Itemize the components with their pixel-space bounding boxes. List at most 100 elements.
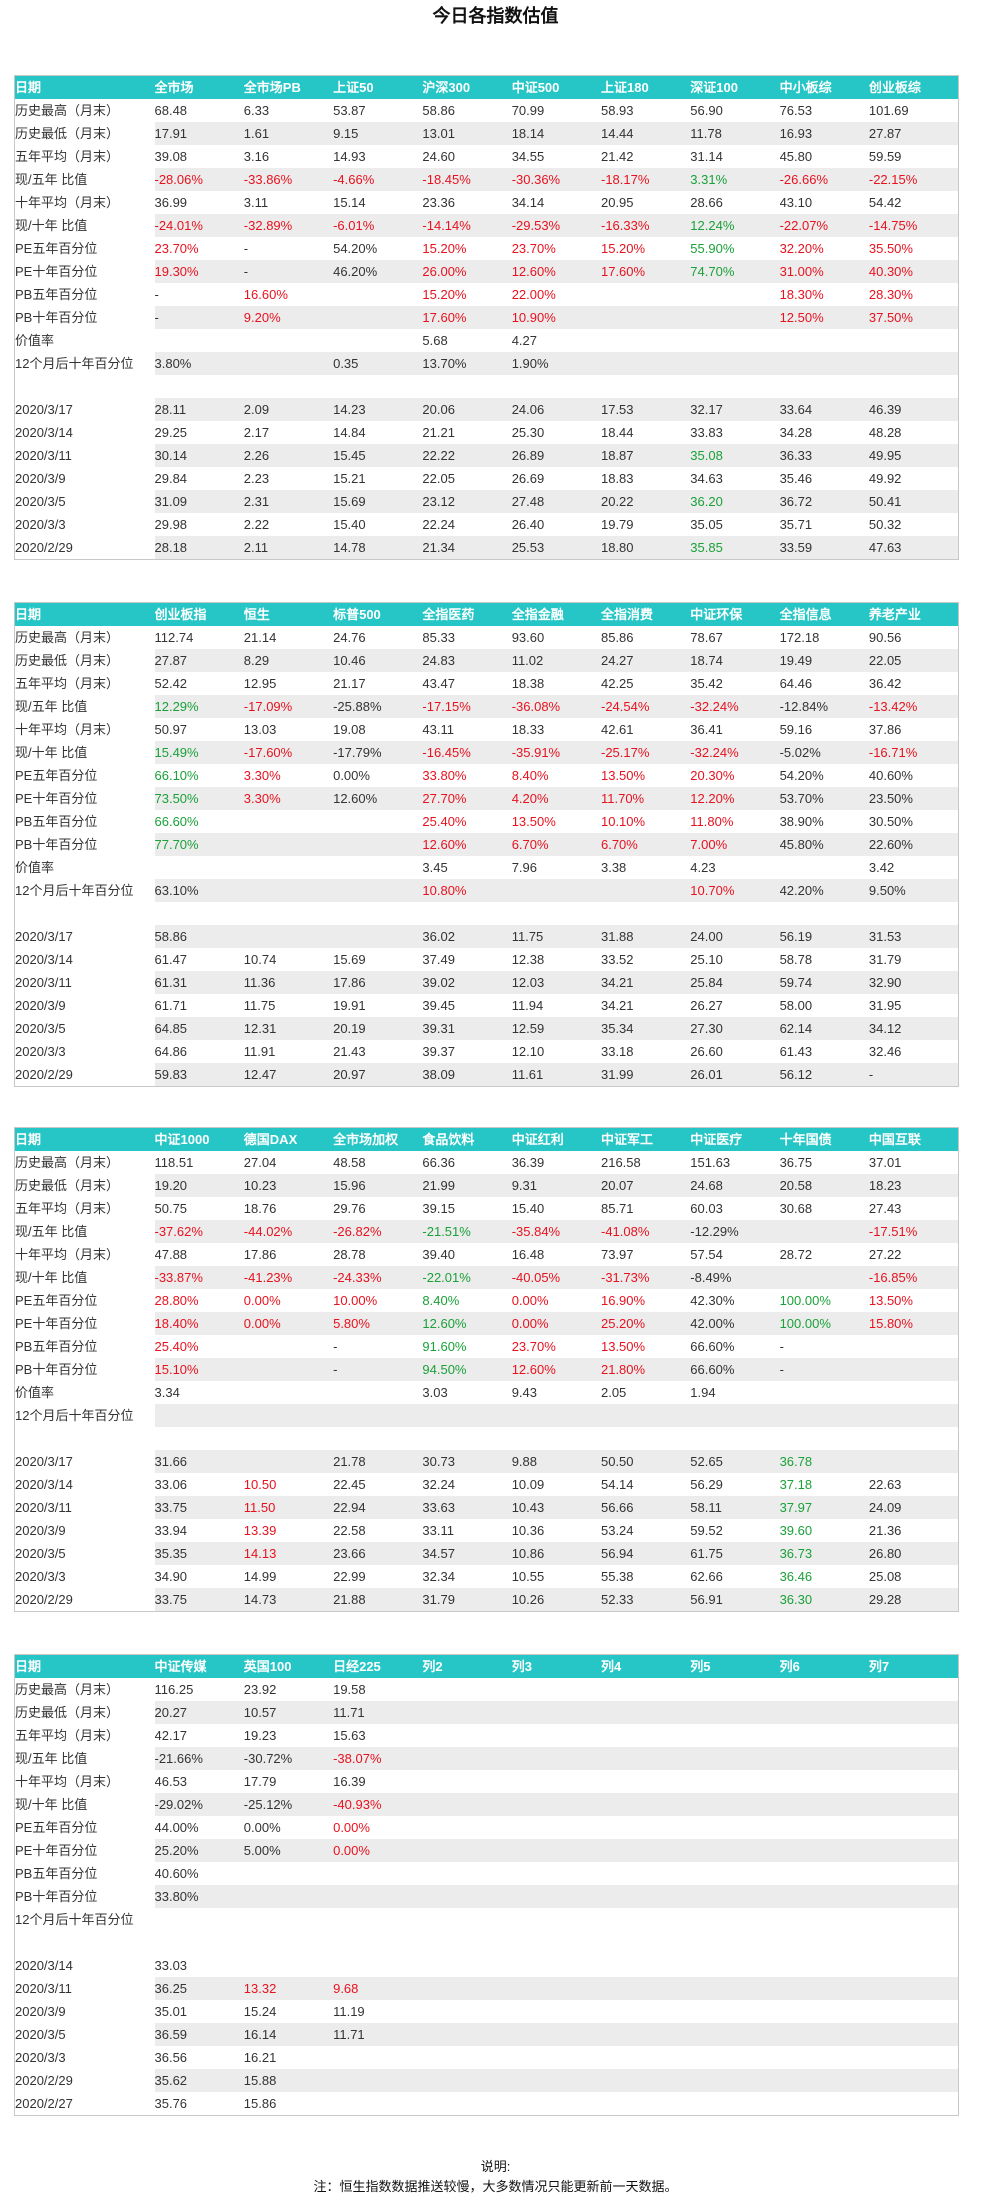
- table-cell: [779, 1220, 869, 1243]
- table-cell: 12.95: [243, 676, 277, 691]
- table-cell: [512, 902, 601, 925]
- table-cell: 25.20%: [154, 1839, 244, 1862]
- table-cell: 61.75: [690, 1542, 780, 1565]
- row-label: PB五年百分位: [15, 814, 98, 829]
- table-cell: -24.33%: [333, 1266, 423, 1289]
- table-cell: [601, 1678, 690, 1701]
- table-row: PB五年百分位 40.60%: [15, 1862, 959, 1885]
- table-cell: 59.83: [154, 1063, 244, 1087]
- table-cell: 39.45: [422, 998, 455, 1013]
- table-cell: 11.71: [333, 2023, 423, 2046]
- table-cell: 33.06: [154, 1477, 188, 1492]
- table-row: 历史最低（月末） 19.20 10.23 15.96 21.99 9.31 20.07 24.…: [14, 1174, 959, 1197]
- row-label: PE五年百分位: [15, 241, 98, 256]
- table-cell: 15.69: [333, 490, 423, 513]
- table-cell: -17.09%: [243, 695, 334, 718]
- table-cell: 31.14: [690, 149, 723, 164]
- table-cell: 58.00: [779, 998, 813, 1013]
- row-label: 2020/2/29: [14, 2069, 155, 2092]
- table-cell: 36.25: [154, 1977, 244, 2000]
- table-cell: 22.45: [333, 1477, 366, 1492]
- table-cell: 36.39: [511, 1155, 545, 1170]
- table-cell: 33.75: [154, 1588, 244, 1612]
- table-cell: 78.67: [690, 630, 723, 645]
- table-cell: -41.23%: [243, 1266, 334, 1289]
- table-cell: [333, 1885, 423, 1908]
- table-cell: [511, 1885, 601, 1908]
- table-cell: 9.68: [333, 1977, 423, 2000]
- table-cell: [780, 1427, 869, 1450]
- table-row: 2020/3/5 64.85 12.31 20.19 39.31 12.59 35.34 27…: [14, 1017, 959, 1040]
- table-cell: 16.21: [243, 2050, 277, 2065]
- table-cell: 0.00%: [333, 768, 370, 783]
- table-cell: [690, 1839, 780, 1862]
- table-cell: -26.66%: [779, 168, 869, 191]
- table-cell: [780, 1908, 869, 1931]
- table-cell: [601, 1862, 690, 1885]
- table-cell: 11.80%: [690, 814, 734, 829]
- table-row: 2020/3/17 28.11 2.09 14.23 20.06 24.06 17.53 32…: [14, 398, 959, 421]
- table-cell: [512, 2046, 601, 2069]
- table-cell: [690, 352, 780, 375]
- row-label: 2020/3/5: [14, 1542, 155, 1565]
- table-cell: [601, 283, 690, 306]
- table-cell: 61.43: [779, 1044, 813, 1059]
- table-cell: [244, 810, 333, 833]
- table-cell: 85.71: [600, 1201, 634, 1216]
- table-cell: 25.40%: [422, 814, 467, 829]
- table-cell: [601, 1724, 690, 1747]
- table-cell: 93.60: [511, 630, 545, 645]
- table-cell: 48.28: [868, 425, 902, 440]
- table-cell: [869, 2000, 958, 2023]
- table-cell: 5.00%: [243, 1839, 334, 1862]
- row-label: 2020/3/14: [15, 1958, 73, 1973]
- table-cell: 18.38: [511, 676, 545, 691]
- table-cell: 19.91: [333, 998, 366, 1013]
- table-cell: 10.70%: [690, 879, 780, 902]
- table-cell: [155, 902, 244, 925]
- row-label: 2020/2/29: [14, 1588, 155, 1612]
- table-row: 五年平均（月末） 39.08 3.16 14.93 24.60 34.55 21.42 31.…: [15, 145, 959, 168]
- table-cell: 58.86: [154, 925, 244, 948]
- column-header: 沪深300: [422, 75, 512, 99]
- table-row: 2020/3/9 35.01 15.24 11.19: [15, 2000, 959, 2023]
- table-cell: [422, 1701, 512, 1724]
- table-cell: [244, 1931, 333, 1954]
- row-label: 2020/2/29: [14, 536, 155, 560]
- table-cell: 61.31: [154, 971, 244, 994]
- table-row: 五年平均（月末） 52.42 12.95 21.17 43.47 18.38 42.25 35…: [15, 672, 959, 695]
- table-cell: 28.78: [333, 1247, 366, 1262]
- table-cell: 18.76: [243, 1201, 277, 1216]
- table-cell: 25.40%: [154, 1339, 199, 1354]
- column-header: 恒生: [243, 602, 334, 626]
- table-cell: 16.93: [779, 122, 869, 145]
- column-header: 养老产业: [868, 602, 959, 626]
- table-row: 现/十年 比值 -33.87% -41.23% -24.33% -22.01% -40.0…: [14, 1266, 959, 1289]
- row-label: 12个月后十年百分位: [14, 1404, 155, 1427]
- table-cell: 3.38: [600, 860, 627, 875]
- table-cell: 58.86: [422, 103, 455, 118]
- table-cell: 11.78: [690, 122, 780, 145]
- column-header: 创业板指: [154, 602, 244, 626]
- table-cell: 12.31: [243, 1017, 334, 1040]
- table-cell: [243, 1358, 334, 1381]
- column-header: 上证180: [600, 75, 691, 99]
- table-cell: [869, 2092, 958, 2116]
- table-cell: -: [333, 1339, 338, 1354]
- table-cell: 13.50%: [600, 1339, 646, 1354]
- table-cell: 35.62: [154, 2069, 244, 2092]
- table-cell: 15.20%: [422, 287, 467, 302]
- table-cell: 16.60%: [243, 287, 288, 302]
- table-cell: [333, 833, 423, 856]
- table-cell: [869, 1724, 958, 1747]
- table-cell: 19.79: [600, 517, 634, 532]
- table-cell: 0.00%: [243, 1312, 334, 1335]
- table-cell: 21.78: [333, 1450, 423, 1473]
- column-header: 日期: [14, 1127, 155, 1151]
- table-cell: 10.23: [243, 1174, 334, 1197]
- table-cell: 50.75: [154, 1201, 188, 1216]
- valuation-table-4: 日期 中证传媒 英国100 日经225 列2 列3 列4 列5 列6 列7 历史最高（月末） 116.…: [14, 1654, 959, 2116]
- table-cell: 54.20%: [333, 241, 378, 256]
- table-row: 十年平均（月末） 50.97 13.03 19.08 43.11 18.33 42.61 36…: [15, 718, 959, 741]
- table-cell: 36.72: [779, 490, 869, 513]
